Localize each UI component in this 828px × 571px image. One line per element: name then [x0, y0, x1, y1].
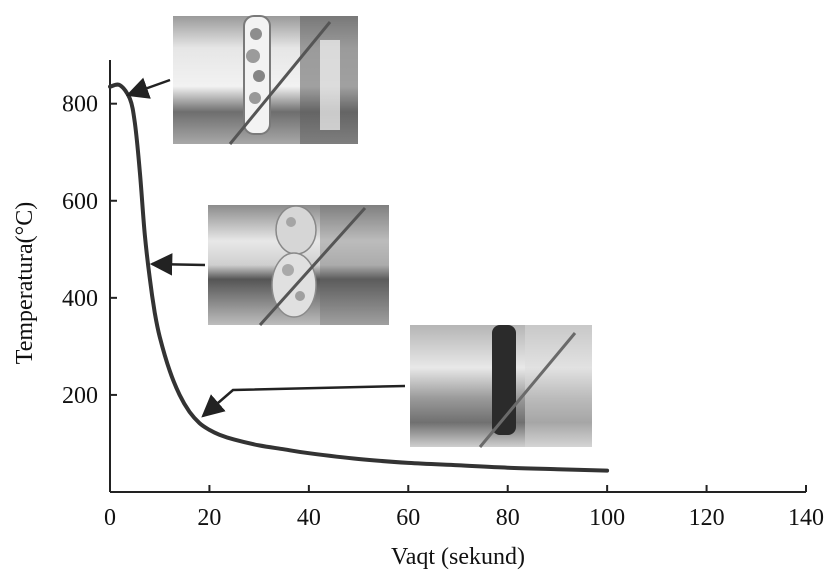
hot-rod-photo: [173, 15, 358, 145]
x-tick-label: 120: [689, 505, 725, 531]
x-tick-label: 100: [589, 505, 625, 531]
boiling-rod-photo: [208, 205, 389, 327]
y-tick-label: 800: [62, 92, 98, 118]
x-tick-label: 140: [788, 505, 824, 531]
y-tick-label: 600: [62, 189, 98, 215]
hot-rod-arrow: [125, 77, 171, 99]
boiling-rod-arrow: [149, 253, 206, 276]
x-tick-label: 80: [496, 505, 520, 531]
x-tick-label: 60: [396, 505, 420, 531]
temperature-series-line: [108, 82, 610, 473]
x-axis-title: Vaqt (sekund): [391, 544, 525, 570]
cooled-rod-photo: [410, 325, 592, 448]
y-tick-label: 400: [62, 286, 98, 312]
y-tick-label: 200: [62, 383, 98, 409]
x-tick-label: 20: [197, 505, 221, 531]
x-tick-label: 40: [297, 505, 321, 531]
cooled-rod-arrow: [201, 384, 406, 418]
x-tick-label: 0: [104, 505, 116, 531]
y-axis-title: Temperatura(°C): [12, 202, 38, 365]
